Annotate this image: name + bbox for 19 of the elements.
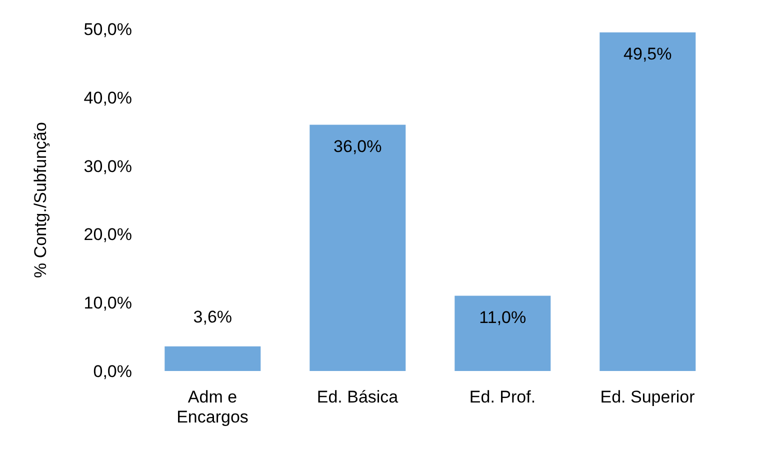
x-tick-label: Adm e Encargos xyxy=(176,387,248,427)
data-label: 3,6% xyxy=(193,307,232,326)
data-label: 49,5% xyxy=(624,44,672,64)
bar xyxy=(310,124,406,371)
bar xyxy=(164,346,261,371)
y-tick-label: 0,0% xyxy=(93,362,132,382)
x-tick-label: Ed. Básica xyxy=(316,387,399,406)
bar xyxy=(454,296,551,371)
data-label: 36,0% xyxy=(334,136,382,156)
y-tick-label: 40,0% xyxy=(84,88,132,108)
data-label: 11,0% xyxy=(479,308,526,327)
x-tick-label: Ed. Prof. xyxy=(469,387,536,406)
y-axis-title: % Contg./Subfunção xyxy=(31,122,50,278)
y-tick-label: 20,0% xyxy=(84,225,132,244)
x-tick-label: Ed. Superior xyxy=(600,387,696,406)
y-tick-label: 10,0% xyxy=(84,294,132,313)
y-tick-label: 30,0% xyxy=(84,156,132,176)
y-tick-label: 50,0% xyxy=(84,20,132,40)
bar xyxy=(600,32,696,371)
